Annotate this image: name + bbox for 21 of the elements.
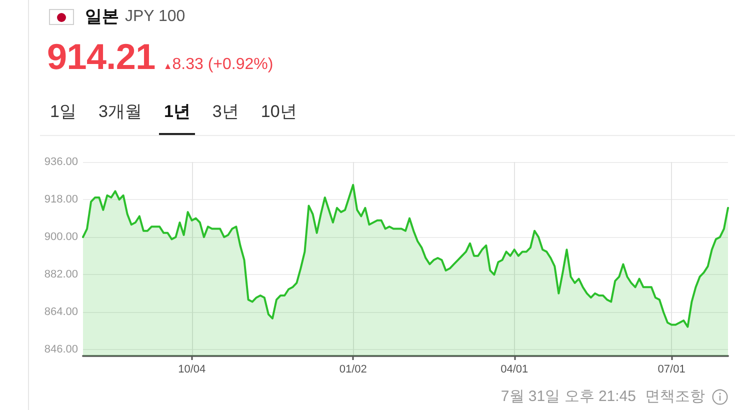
y-tick-label: 918.00 bbox=[44, 194, 78, 206]
chart-subtitle: JPY 100 bbox=[125, 7, 186, 27]
text: 면책조항 bbox=[645, 388, 705, 406]
text: 3년 bbox=[212, 101, 239, 123]
text: 1일 bbox=[50, 101, 76, 123]
x-tick-label: 04/01 bbox=[500, 364, 528, 376]
y-tick-label: 864.00 bbox=[44, 306, 78, 318]
y-tick-label: 882.00 bbox=[44, 268, 78, 281]
x-tick-label: 01/02 bbox=[339, 364, 367, 376]
x-tick-label: 07/01 bbox=[658, 364, 686, 376]
y-tick-label: 936.00 bbox=[44, 156, 78, 168]
text: 10년 bbox=[260, 101, 297, 123]
y-tick-label: 846.00 bbox=[44, 344, 78, 356]
text: 3개월 bbox=[98, 101, 142, 123]
y-tick-label: 900.00 bbox=[44, 231, 78, 244]
text: 7월 31일 오후 21:45 bbox=[500, 388, 636, 406]
text: 914.21 bbox=[47, 36, 156, 78]
text: ▲8.33 (+0.92%) bbox=[163, 55, 274, 75]
text: 1년 bbox=[164, 101, 190, 123]
chart-title: 일본 bbox=[85, 7, 119, 27]
x-tick-label: 10/04 bbox=[178, 364, 206, 376]
